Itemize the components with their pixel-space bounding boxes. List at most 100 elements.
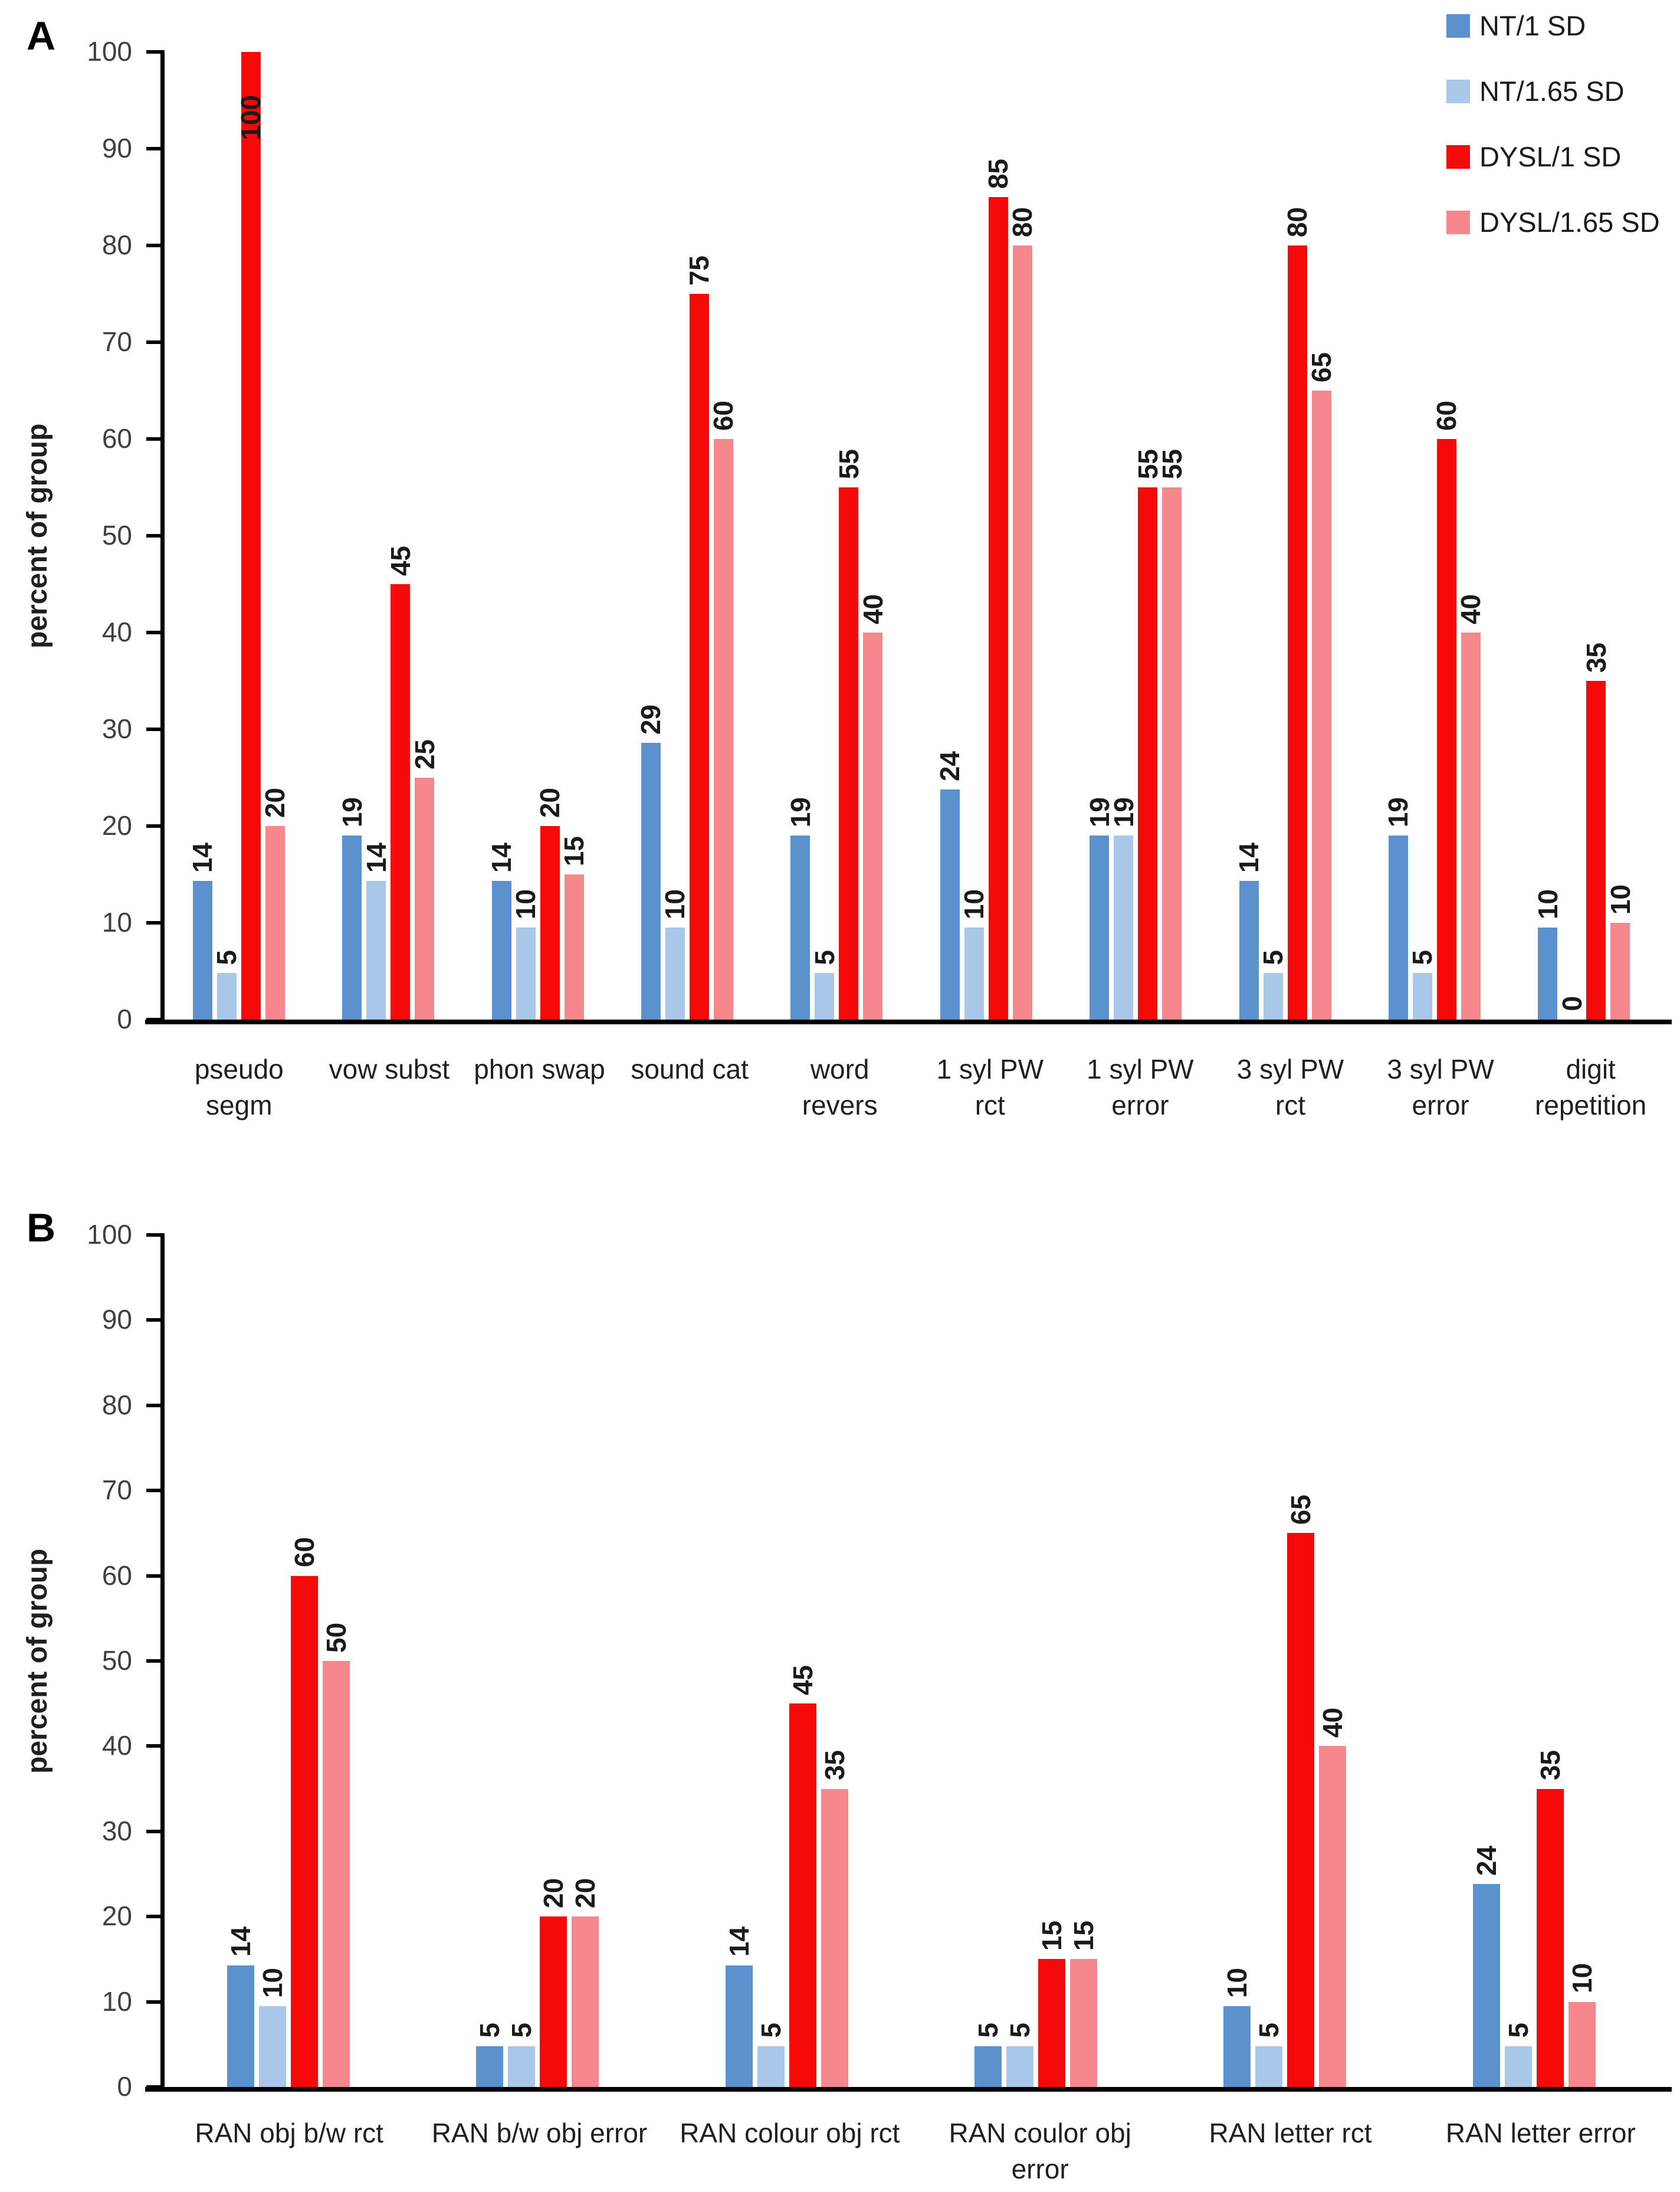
bar-group: 19 5 60 40 xyxy=(1360,52,1509,1020)
bar-dysl-1-sd: 75 xyxy=(684,255,714,1020)
panel-a: A percent of group 100 90 80 70 60 50 40 30 20 10… xyxy=(22,10,1672,1120)
bar-dysl-1-sd: 45 xyxy=(788,1665,818,2087)
bar-dysl-1-sd: 60 xyxy=(1431,401,1462,1020)
y-tick-label: 90 xyxy=(101,133,132,163)
y-tick-mark xyxy=(146,50,160,54)
bar-nt-1-sd: 14 xyxy=(486,843,517,1020)
bar-value-label: 80 xyxy=(1007,207,1038,237)
bar-value-label: 100 xyxy=(235,95,267,140)
bar-nt-1-sd: 14 xyxy=(724,1926,754,2087)
bar-dysl-1.65-sd: 80 xyxy=(1007,207,1038,1020)
bar-dysl-1-sd: 55 xyxy=(1133,449,1163,1020)
bar-dysl-1.65-sd: 35 xyxy=(819,1750,850,2087)
bar-dysl-1.65-sd: 10 xyxy=(1605,884,1636,1020)
category-label: word revers xyxy=(802,1054,878,1120)
bar-value-label: 20 xyxy=(260,787,291,818)
bar-dysl-1-sd: 35 xyxy=(1581,643,1612,1020)
bar-value-label: 14 xyxy=(1233,843,1265,873)
bar-value-label: 20 xyxy=(570,1878,601,1909)
bar-group: 14 5 100 20 xyxy=(164,52,313,1020)
panel-b-y-axis-line xyxy=(160,1233,165,2087)
category-label: 3 syl PW error xyxy=(1387,1054,1494,1120)
y-tick-label: 80 xyxy=(101,230,132,260)
bar-dysl-1-sd: 20 xyxy=(534,788,565,1020)
bar-dysl-1.65-sd: 20 xyxy=(570,1878,601,2087)
bar-value-label: 29 xyxy=(635,704,667,735)
y-tick-mark xyxy=(146,2000,160,2004)
bar-value-label: 5 xyxy=(1258,949,1289,965)
category-label: vow subst xyxy=(329,1054,450,1084)
bar-group: 5 5 15 15 xyxy=(911,1235,1160,2087)
y-tick-mark xyxy=(146,340,160,344)
bar-group: 29 10 75 60 xyxy=(612,52,762,1020)
bar-nt-1-sd: 5 xyxy=(474,2023,505,2087)
y-tick-mark xyxy=(146,824,160,828)
legend-item: NT/1.65 SD xyxy=(1446,75,1660,107)
y-tick-label: 10 xyxy=(101,1985,132,2017)
bar-group: 14 5 80 65 xyxy=(1210,52,1360,1020)
bar-group: 24 5 35 10 xyxy=(1410,1235,1659,2087)
bar-dysl-1-sd: 100 xyxy=(235,52,266,1020)
panel-a-plot: 100 90 80 70 60 50 40 30 20 10 0 14 5 100 20 19 14 45 25 1… xyxy=(87,38,1672,1033)
bar-nt-1-sd: 14 xyxy=(187,843,218,1020)
bar-value-label: 10 xyxy=(257,1967,288,1998)
bar-group: 5 5 20 20 xyxy=(413,1235,662,2087)
bar-value-label: 20 xyxy=(534,787,566,818)
bar-value-label: 5 xyxy=(1407,949,1438,965)
bar-value-label: 10 xyxy=(959,889,990,920)
y-tick-mark xyxy=(146,1915,160,1919)
y-tick-mark xyxy=(146,1318,160,1322)
bar-value-label: 65 xyxy=(1306,352,1337,382)
bar-nt-1.65-sd: 5 xyxy=(1258,950,1288,1020)
category-label: RAN coulor obj error xyxy=(949,2118,1131,2184)
bar-dysl-1.65-sd: 15 xyxy=(559,836,589,1020)
y-tick-mark xyxy=(146,1659,160,1663)
bar-value-label: 5 xyxy=(211,949,242,965)
bar-value-label: 10 xyxy=(659,889,691,920)
panel-b-category-labels: RAN obj b/w rct RAN b/w obj error RAN colo… xyxy=(160,2115,1669,2187)
bar-nt-1.65-sd: 5 xyxy=(1407,950,1438,1020)
bar-value-label: 5 xyxy=(755,2023,786,2038)
bar-value-label: 5 xyxy=(1254,2023,1285,2038)
bar-value-label: 40 xyxy=(1455,594,1487,624)
bar-value-label: 75 xyxy=(684,255,715,286)
bar-dysl-1.65-sd: 60 xyxy=(708,401,739,1020)
bar-value-label: 24 xyxy=(934,751,966,781)
bar-dysl-1.65-sd: 25 xyxy=(409,739,440,1020)
legend-label: NT/1 SD xyxy=(1479,10,1586,41)
bar-value-label: 5 xyxy=(1502,2023,1534,2038)
bar-value-label: 14 xyxy=(723,1926,754,1957)
legend-swatch xyxy=(1446,210,1470,234)
bar-group: 14 10 60 50 xyxy=(164,1235,413,2087)
y-tick-mark xyxy=(146,1744,160,1748)
panel-a-y-axis-line xyxy=(160,50,165,1020)
legend-swatch xyxy=(1446,79,1470,103)
bar-nt-1.65-sd: 10 xyxy=(659,889,690,1020)
bar-value-label: 45 xyxy=(787,1665,818,1696)
bar-value-label: 35 xyxy=(1580,642,1612,673)
bar-dysl-1-sd: 20 xyxy=(538,1878,569,2087)
y-tick-mark xyxy=(146,534,160,538)
bar-dysl-1-sd: 85 xyxy=(983,159,1013,1020)
bar-nt-1-sd: 14 xyxy=(225,1926,256,2087)
bar-nt-1-sd: 19 xyxy=(1383,797,1413,1020)
bar-nt-1-sd: 19 xyxy=(1084,797,1115,1020)
bar-dysl-1-sd: 65 xyxy=(1285,1495,1316,2087)
bar-nt-1.65-sd: 5 xyxy=(1254,2023,1284,2087)
bar-group: 19 19 55 55 xyxy=(1061,52,1210,1020)
category-label: phon swap xyxy=(474,1054,605,1084)
legend-label: DYSL/1 SD xyxy=(1479,141,1622,172)
bar-value-label: 19 xyxy=(336,797,368,828)
bar-nt-1.65-sd: 19 xyxy=(1108,797,1139,1020)
y-tick-label: 20 xyxy=(101,1901,132,1932)
bar-nt-1.65-sd: 5 xyxy=(809,950,840,1020)
bar-value-label: 14 xyxy=(360,843,392,873)
bar-dysl-1.65-sd: 40 xyxy=(1455,594,1486,1020)
bar-value-label: 35 xyxy=(819,1750,850,1781)
panel-b-bars: 14 10 60 50 5 5 20 20 14 5 45 35 5 5 15 15 10 5 65 40 24 5 35 1… xyxy=(160,1235,1662,2087)
bar-value-label: 24 xyxy=(1471,1846,1502,1876)
bar-value-label: 10 xyxy=(1566,1963,1597,1994)
legend-label: NT/1.65 SD xyxy=(1479,76,1625,107)
bar-value-label: 20 xyxy=(538,1878,569,1909)
